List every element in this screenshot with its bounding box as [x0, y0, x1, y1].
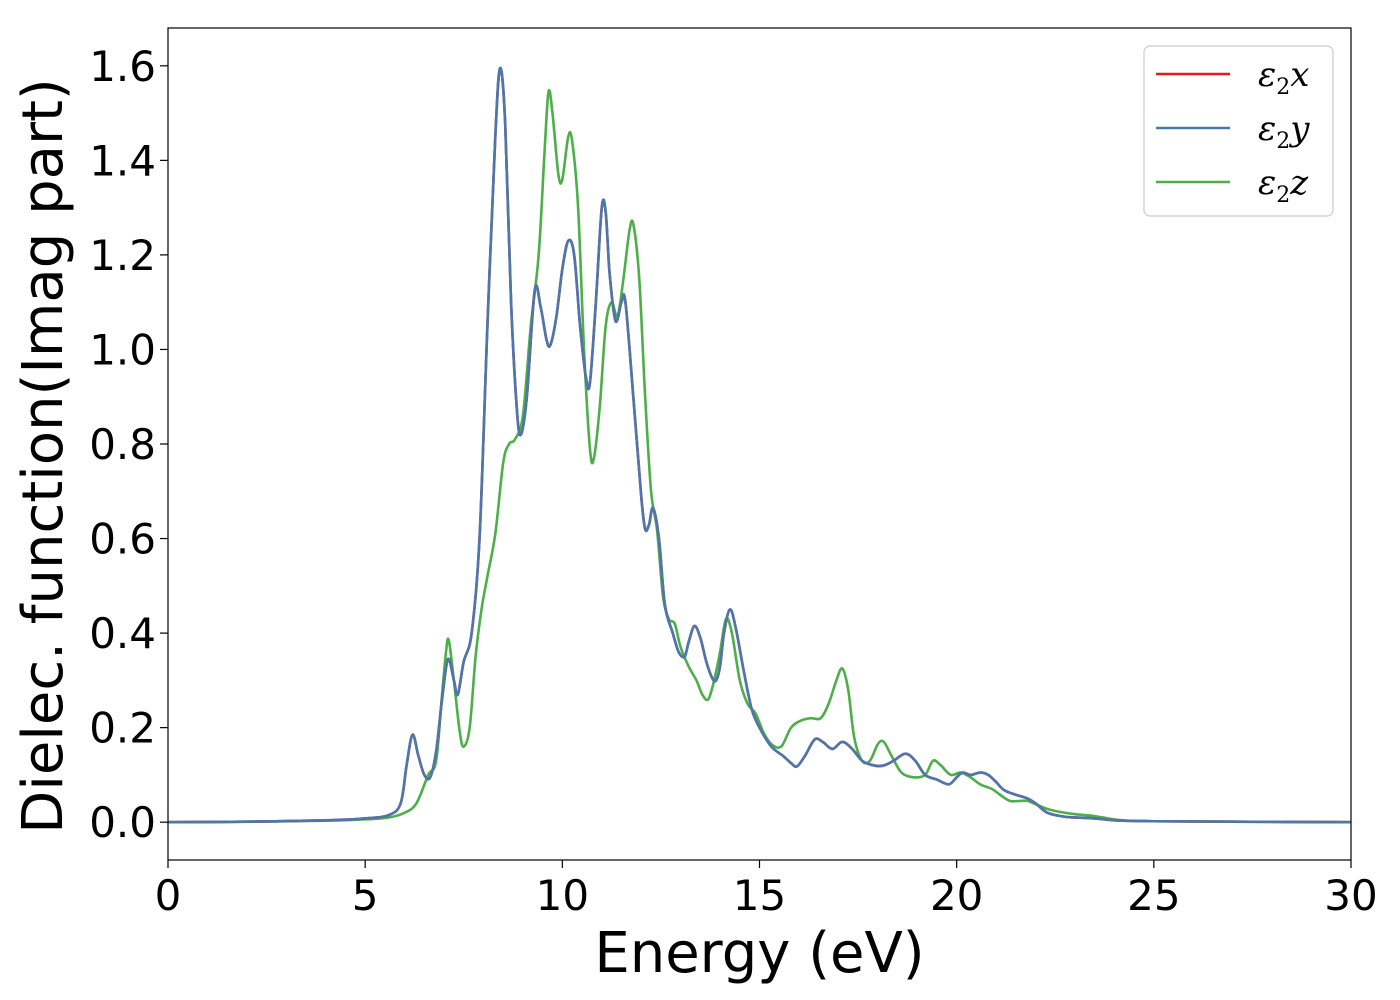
y-axis-title: Dielec. function(Imag part) [11, 78, 76, 834]
x-tick-label: 15 [733, 871, 786, 920]
x-axis-title: Energy (eV) [594, 921, 924, 986]
legend-label: ε2y [1258, 109, 1310, 154]
y-tick-label: 1.2 [89, 231, 156, 280]
series-line-z [168, 89, 1351, 824]
y-tick-label: 0.8 [89, 420, 156, 469]
legend: ε2x ε2y ε2z [1143, 45, 1334, 217]
legend-label: ε2x [1258, 55, 1309, 100]
x-tick-label: 25 [1127, 871, 1180, 920]
y-tick-label: 1.0 [89, 325, 156, 374]
y-tick-label: 0.0 [89, 798, 156, 847]
legend-entry-y: ε2y [1156, 109, 1310, 154]
plot-lines [168, 66, 1351, 824]
x-tick-label: 5 [352, 871, 379, 920]
x-tick-label: 10 [536, 871, 589, 920]
y-tick-label: 0.6 [89, 515, 156, 564]
x-tick-label: 20 [930, 871, 983, 920]
legend-entry-x: ε2x [1156, 55, 1309, 100]
x-tick-label: 30 [1324, 871, 1377, 920]
series-line-y [168, 66, 1351, 824]
y-tick-label: 0.2 [89, 704, 156, 753]
y-tick-label: 1.6 [89, 42, 156, 91]
y-tick-label: 0.4 [89, 609, 156, 658]
x-axis: 0 5 10 15 20 25 30 [155, 860, 1378, 920]
legend-entry-z: ε2z [1156, 163, 1309, 208]
y-tick-label: 1.4 [89, 136, 156, 185]
y-axis: 0.0 0.2 0.4 0.6 0.8 1.0 1.2 1.4 1.6 [89, 42, 168, 847]
legend-box [1143, 45, 1334, 217]
legend-label: ε2z [1258, 163, 1309, 208]
x-tick-label: 0 [155, 871, 182, 920]
